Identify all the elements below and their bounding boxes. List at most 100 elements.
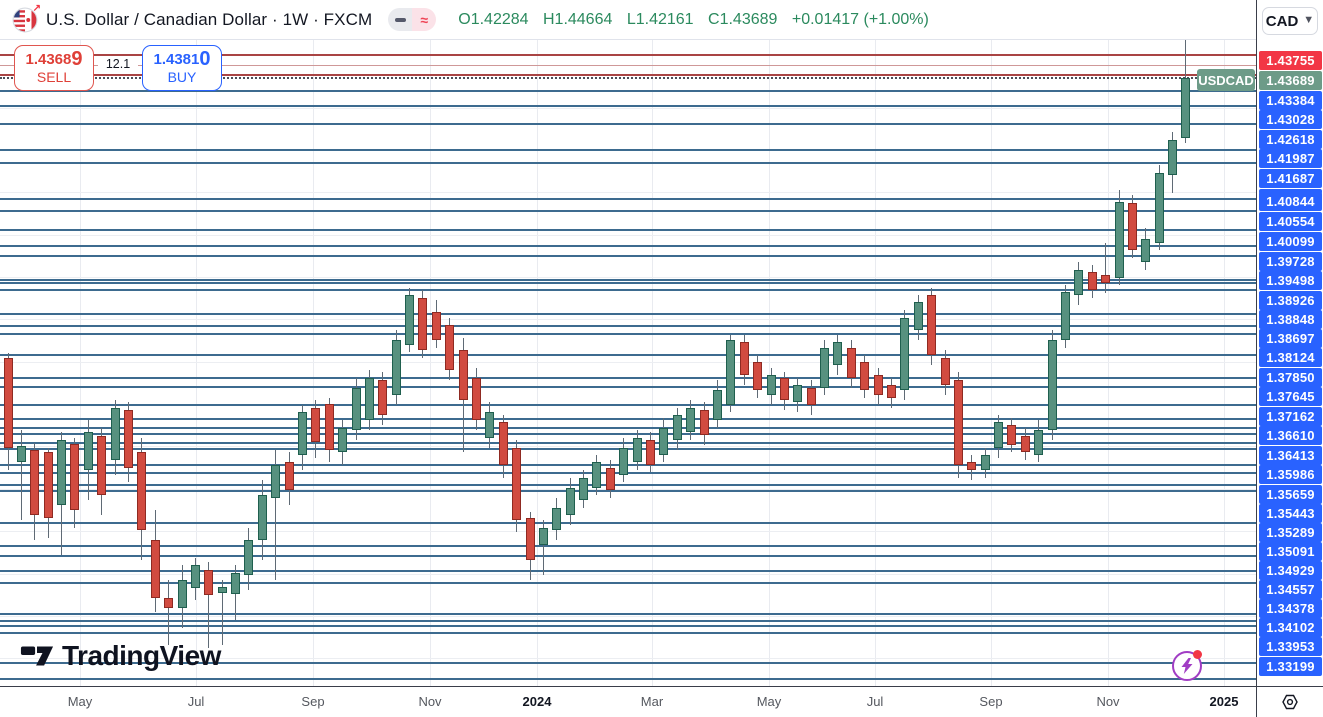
candlestick <box>980 454 990 470</box>
horizontal-gridline <box>0 276 1256 278</box>
price-scale-label: 1.43028 <box>1259 109 1322 129</box>
candlestick <box>1047 339 1057 430</box>
axis-separator-line <box>0 686 1323 687</box>
price-level-line <box>0 105 1256 108</box>
candle-wick <box>542 519 544 575</box>
price-scale-label: 1.35289 <box>1259 522 1322 542</box>
candlestick <box>886 384 896 398</box>
alert-level-line <box>0 53 1256 56</box>
sell-button[interactable]: 1.43689 SELL <box>14 45 94 91</box>
time-axis-label: May <box>67 694 93 709</box>
candlestick <box>1154 172 1164 243</box>
symbol-title[interactable]: U.S. Dollar / Canadian Dollar · 1W · FXC… <box>46 9 373 29</box>
price-level-line <box>0 612 1256 615</box>
price-scale-label: 1.34102 <box>1259 617 1322 637</box>
vertical-gridline <box>652 40 653 686</box>
candlestick <box>913 301 923 330</box>
candlestick <box>472 377 481 420</box>
candlestick <box>512 447 522 520</box>
buy-button[interactable]: 1.43810 BUY <box>142 45 222 91</box>
horizontal-gridline <box>0 107 1256 109</box>
time-axis-label: Jul <box>187 694 205 709</box>
price-level-line <box>0 333 1256 336</box>
price-scale-label: 1.35986 <box>1259 464 1322 484</box>
price-level-line <box>0 554 1256 557</box>
candlestick <box>16 446 26 462</box>
price-scale-label: 1.35443 <box>1259 503 1322 523</box>
tradingview-logo-icon <box>20 646 54 666</box>
usdcad-flag-icon: ↗ <box>12 3 41 33</box>
price-level-line <box>0 377 1256 380</box>
price-level-line <box>0 90 1256 93</box>
vertical-gridline <box>1108 40 1109 686</box>
candle-wick <box>221 579 223 645</box>
price-level-line <box>0 625 1256 628</box>
alert-level-line <box>0 64 1256 66</box>
price-level-line <box>0 417 1256 420</box>
price-scale[interactable]: 1.43755 1.43689 1.43384 1.43028 1.42618 1.419… <box>1257 40 1323 686</box>
candlestick <box>579 477 589 500</box>
time-axis[interactable]: May Jul Sep Nov 2024 Mar May Jul Sep Nov 2025 <box>0 687 1256 717</box>
ohlc-readout: O1.42284 H1.44664 L1.42161 C1.43689 +0.0… <box>458 11 939 29</box>
candlestick <box>940 357 950 385</box>
price-level-line <box>0 385 1256 388</box>
price-level-line <box>0 678 1256 681</box>
market-status-pill[interactable]: ≈ <box>388 8 437 31</box>
horizontal-gridline <box>0 192 1256 194</box>
candlestick <box>164 597 174 608</box>
alert-level-line <box>0 74 1256 77</box>
candlestick <box>257 494 267 540</box>
candlestick <box>1020 435 1030 452</box>
flash-news-icon[interactable] <box>1172 650 1202 681</box>
scale-separator-line <box>1256 0 1257 717</box>
candlestick <box>766 374 776 395</box>
price-scale-label: 1.36610 <box>1259 425 1322 445</box>
candlestick <box>753 361 763 390</box>
candlestick <box>900 318 910 390</box>
notification-dot <box>1193 650 1202 659</box>
symbol-change-arrow-icon: ↗ <box>32 2 41 14</box>
price-level-line <box>0 403 1256 406</box>
candlestick <box>1101 274 1111 283</box>
candlestick <box>190 564 200 588</box>
candlestick <box>873 374 883 395</box>
sell-price: 1.43689 <box>25 48 83 70</box>
price-level-line <box>0 162 1256 165</box>
currency-selector[interactable]: CAD ▼ <box>1262 7 1318 35</box>
price-scale-label: 1.42618 <box>1259 129 1322 149</box>
candlestick <box>525 518 535 561</box>
candlestick <box>297 411 307 455</box>
candle-wick <box>275 449 277 580</box>
candle-wick <box>20 429 22 520</box>
candlestick <box>30 449 40 515</box>
price-level-line <box>0 210 1256 213</box>
price-scale-label: 1.35091 <box>1259 541 1322 561</box>
candlestick <box>97 435 107 495</box>
tradingview-logo[interactable]: TradingView <box>20 640 221 672</box>
chart-pane[interactable]: 1.43689 SELL 1.43810 BUY 12.1 USDCAD Tra… <box>0 40 1256 686</box>
candlestick <box>418 297 428 350</box>
candlestick <box>204 569 214 595</box>
candlestick <box>3 357 13 448</box>
candlestick <box>726 339 736 405</box>
candlestick <box>231 572 241 594</box>
time-axis-label: 2024 <box>522 694 552 709</box>
price-level-line <box>0 282 1256 285</box>
axis-settings-corner[interactable] <box>1257 687 1323 717</box>
candlestick <box>552 507 562 530</box>
candlestick <box>1127 202 1137 250</box>
price-level-line <box>0 245 1256 248</box>
price-level-line <box>0 581 1256 584</box>
candlestick <box>538 527 548 545</box>
candlestick <box>779 377 789 400</box>
candlestick <box>177 579 187 608</box>
current-price-line <box>0 77 1256 80</box>
candlestick <box>967 461 977 470</box>
sell-label: SELL <box>36 69 72 85</box>
price-level-line <box>0 122 1256 125</box>
candlestick <box>1087 271 1097 290</box>
candlestick <box>953 379 963 465</box>
candlestick <box>311 407 321 442</box>
symbol-price-badge: USDCAD <box>1197 69 1255 91</box>
